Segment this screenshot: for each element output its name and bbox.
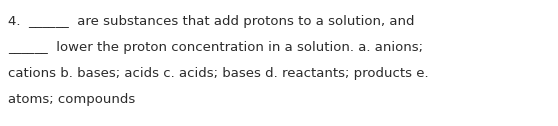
Text: cations b. bases; acids c. acids; bases d. reactants; products e.: cations b. bases; acids c. acids; bases … [8, 67, 429, 80]
Text: 4.  ______  are substances that add protons to a solution, and: 4. ______ are substances that add proton… [8, 15, 415, 28]
Text: ______  lower the proton concentration in a solution. a. anions;: ______ lower the proton concentration in… [8, 41, 423, 54]
Text: atoms; compounds: atoms; compounds [8, 93, 135, 106]
